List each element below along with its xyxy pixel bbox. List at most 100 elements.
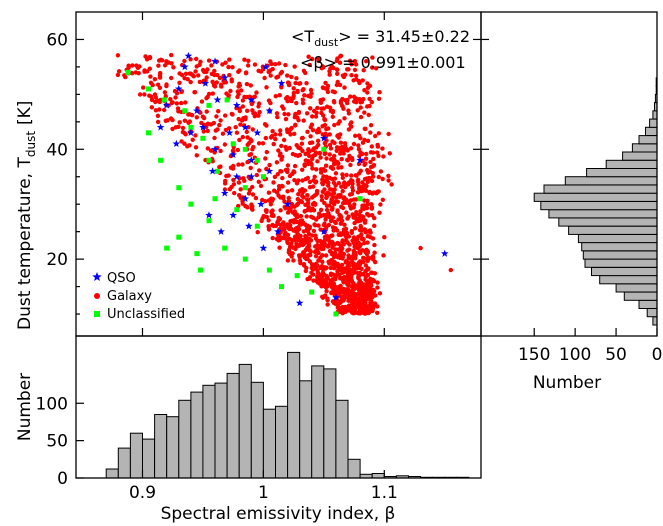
- galaxy-point: [346, 108, 351, 113]
- galaxy-point: [334, 148, 339, 153]
- galaxy-point: [340, 73, 346, 78]
- galaxy-point: [182, 141, 187, 146]
- galaxy-point: [271, 180, 276, 185]
- beta-histogram-x-tick-label: 1: [258, 483, 269, 503]
- temperature-histogram-bar: [646, 308, 658, 318]
- galaxy-point: [372, 302, 377, 308]
- qso-point: [320, 227, 328, 235]
- galaxy-point: [295, 227, 301, 233]
- galaxy-point: [346, 199, 352, 204]
- galaxy-point: [370, 306, 376, 311]
- galaxy-point: [346, 260, 351, 266]
- galaxy-point: [348, 146, 354, 151]
- beta-histogram-bar: [226, 372, 240, 479]
- galaxy-point: [332, 251, 337, 256]
- galaxy-point: [169, 61, 174, 66]
- galaxy-point: [337, 255, 343, 261]
- beta-histogram-bar: [287, 351, 301, 479]
- legend-galaxy-marker: [94, 293, 100, 299]
- galaxy-point: [249, 202, 254, 207]
- galaxy-point: [284, 147, 289, 152]
- galaxy-point: [353, 133, 358, 138]
- galaxy-point: [285, 189, 290, 194]
- galaxy-point: [157, 107, 162, 112]
- galaxy-point: [199, 120, 204, 126]
- galaxy-point: [263, 156, 268, 161]
- galaxy-point: [276, 218, 281, 223]
- galaxy-point: [150, 82, 155, 88]
- galaxy-point: [206, 58, 212, 63]
- galaxy-point: [287, 173, 293, 179]
- galaxy-point: [374, 191, 379, 196]
- galaxy-point: [270, 235, 275, 241]
- galaxy-point: [342, 116, 347, 121]
- galaxy-point: [239, 88, 244, 93]
- qso-point: [232, 172, 241, 180]
- galaxy-point: [310, 140, 315, 145]
- galaxy-point: [246, 140, 252, 146]
- temperature-histogram-bar: [622, 151, 658, 161]
- galaxy-point: [242, 94, 247, 100]
- galaxy-point: [268, 59, 273, 64]
- galaxy-point: [356, 274, 361, 279]
- galaxy-point: [212, 68, 217, 74]
- galaxy-point: [328, 66, 333, 71]
- galaxy-point: [330, 166, 336, 171]
- unclassified-point: [222, 245, 228, 251]
- galaxy-point: [280, 104, 285, 109]
- galaxy-point: [360, 205, 365, 211]
- galaxy-point: [242, 178, 247, 183]
- galaxy-point: [280, 154, 285, 160]
- galaxy-point: [191, 74, 196, 79]
- galaxy-point: [307, 238, 312, 243]
- galaxy-point: [350, 296, 355, 301]
- galaxy-point: [369, 205, 375, 210]
- galaxy-point: [298, 213, 304, 219]
- galaxy-point: [363, 156, 369, 161]
- qso-point: [257, 200, 265, 208]
- galaxy-point: [350, 178, 355, 184]
- galaxy-point: [339, 218, 345, 223]
- galaxy-point: [352, 59, 358, 64]
- galaxy-point: [250, 184, 255, 190]
- temperature-histogram-bar: [623, 291, 658, 301]
- galaxy-point: [375, 150, 380, 155]
- galaxy-point: [273, 61, 278, 67]
- galaxy-point: [302, 188, 308, 193]
- galaxy-point: [304, 214, 309, 219]
- galaxy-point: [291, 93, 296, 99]
- galaxy-point: [375, 285, 380, 290]
- galaxy-point: [320, 97, 326, 102]
- galaxy-point: [333, 226, 338, 231]
- beta-histogram-bar: [154, 414, 168, 479]
- legend-qso: QSO: [92, 271, 136, 286]
- galaxy-point: [368, 302, 373, 308]
- scatter-points: [115, 51, 453, 317]
- galaxy-point: [319, 66, 324, 71]
- temperature-histogram-bar: [599, 275, 658, 285]
- galaxy-point: [327, 214, 332, 219]
- galaxy-point: [208, 122, 214, 127]
- galaxy-point: [257, 168, 262, 173]
- galaxy-point: [236, 69, 241, 75]
- galaxy-point: [375, 280, 380, 285]
- galaxy-point: [169, 100, 174, 106]
- galaxy-point: [303, 253, 308, 259]
- galaxy-point: [242, 57, 247, 62]
- galaxy-point: [298, 81, 303, 86]
- galaxy-point: [373, 66, 379, 71]
- galaxy-point: [288, 223, 293, 228]
- galaxy-point: [256, 104, 261, 109]
- galaxy-point: [358, 105, 363, 110]
- galaxy-point: [294, 76, 299, 81]
- galaxy-point: [341, 151, 346, 156]
- galaxy-point: [339, 184, 344, 189]
- legend-galaxy-label: Galaxy: [107, 289, 152, 304]
- temperature-histogram-ticks: 150 100 50 0: [481, 38, 662, 365]
- galaxy-point: [240, 98, 246, 103]
- galaxy-point: [270, 212, 275, 217]
- galaxy-point: [289, 226, 294, 232]
- galaxy-point: [245, 108, 250, 114]
- galaxy-point: [152, 92, 158, 97]
- galaxy-point: [135, 65, 141, 71]
